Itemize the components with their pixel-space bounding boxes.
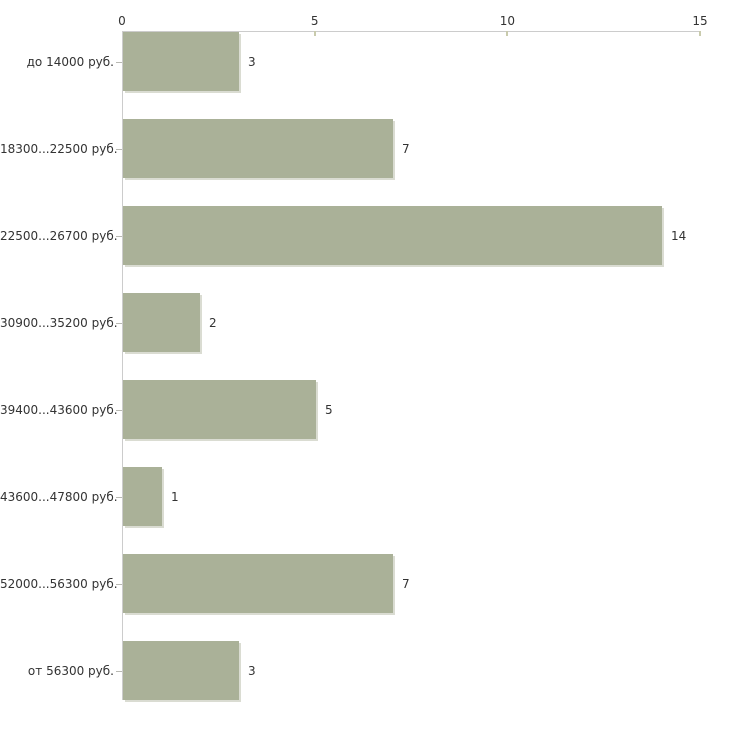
category-tick-mark	[116, 148, 122, 150]
x-axis-tick-mark	[506, 31, 509, 36]
category-label: 43600...47800 руб.	[0, 489, 118, 504]
category-label: 39400...43600 руб.	[0, 402, 118, 417]
bar-value-label: 1	[171, 489, 179, 504]
bar	[123, 119, 393, 178]
bar	[123, 32, 239, 91]
category-tick-mark	[116, 496, 122, 498]
bar-value-label: 14	[671, 228, 687, 243]
category-label: 52000...56300 руб.	[0, 576, 118, 591]
bar-value-label: 3	[248, 54, 256, 69]
x-axis-tick-label: 15	[692, 14, 708, 28]
x-axis-tick-label: 0	[118, 14, 126, 28]
category-tick-mark	[116, 409, 122, 411]
bar	[123, 554, 393, 613]
x-axis-tick-label: 5	[310, 14, 319, 28]
category-tick-mark	[116, 670, 122, 672]
bar-value-label: 5	[325, 402, 333, 417]
x-axis-tick-label: 10	[499, 14, 515, 28]
bar	[123, 467, 162, 526]
bar-value-label: 7	[402, 141, 410, 156]
bar-value-label: 3	[248, 663, 256, 678]
category-label: 30900...35200 руб.	[0, 315, 118, 330]
bar	[123, 641, 239, 700]
bar-value-label: 7	[402, 576, 410, 591]
category-label: 22500...26700 руб.	[0, 228, 118, 243]
category-label: 18300...22500 руб.	[0, 141, 118, 156]
category-label: до 14000 руб.	[26, 54, 114, 69]
x-axis-line	[122, 31, 700, 32]
category-tick-mark	[116, 583, 122, 585]
category-tick-mark	[116, 235, 122, 237]
bar-value-label: 2	[209, 315, 217, 330]
bar	[123, 380, 316, 439]
x-axis-tick-mark	[699, 31, 701, 36]
category-tick-mark	[116, 61, 122, 63]
x-axis-tick-mark	[313, 31, 316, 36]
bar	[123, 206, 662, 265]
y-axis-line	[122, 31, 123, 700]
category-tick-mark	[116, 322, 122, 324]
category-label: от 56300 руб.	[27, 663, 114, 678]
bar	[123, 293, 200, 352]
